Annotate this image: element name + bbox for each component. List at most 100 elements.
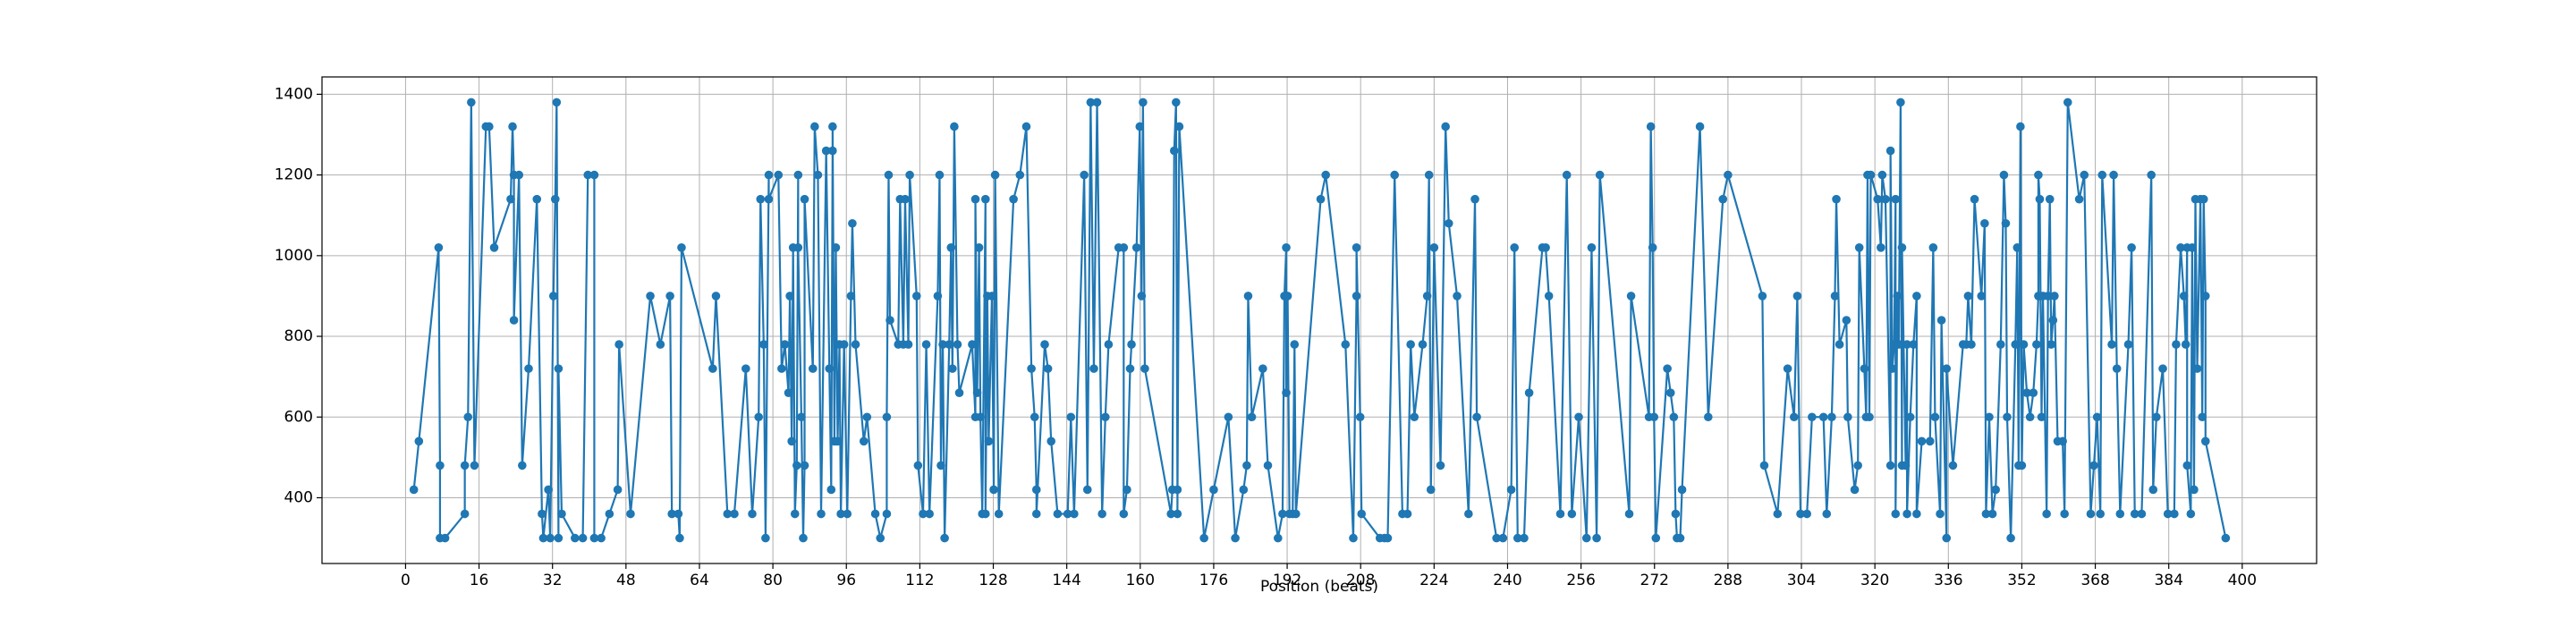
- data-point: [578, 533, 588, 543]
- data-point: [1718, 194, 1728, 204]
- data-point: [2221, 533, 2231, 543]
- data-point: [605, 509, 614, 519]
- data-point: [2012, 243, 2022, 252]
- data-point: [970, 194, 980, 204]
- data-point: [1199, 533, 1208, 543]
- data-point: [828, 146, 837, 156]
- data-point: [974, 243, 984, 252]
- data-point: [2192, 364, 2202, 373]
- data-point: [546, 533, 555, 543]
- data-point: [1853, 461, 1862, 470]
- data-point: [1282, 243, 1291, 252]
- data-point: [938, 340, 947, 349]
- data-point: [1283, 292, 1292, 301]
- data-point: [817, 509, 826, 519]
- data-point: [1850, 485, 1860, 495]
- x-tick-label: 336: [1934, 572, 1962, 589]
- data-point: [677, 243, 686, 252]
- data-point: [1896, 97, 1905, 107]
- data-point: [1418, 340, 1428, 349]
- data-point: [968, 340, 977, 349]
- data-point: [1877, 170, 1887, 180]
- data-point: [1429, 243, 1439, 252]
- data-point: [665, 292, 674, 301]
- data-point: [828, 122, 837, 131]
- data-point: [1436, 461, 1445, 470]
- data-point: [980, 509, 990, 519]
- data-point: [848, 218, 857, 228]
- data-point: [557, 509, 566, 519]
- data-point: [1231, 533, 1240, 543]
- data-point: [989, 485, 998, 495]
- data-point: [1104, 340, 1114, 349]
- data-point: [2022, 388, 2031, 397]
- data-point: [1263, 461, 1273, 470]
- data-point: [2050, 292, 2059, 301]
- y-tick-label: 800: [284, 327, 313, 345]
- data-point: [514, 170, 524, 180]
- data-point: [826, 485, 836, 495]
- y-tick-label: 1400: [275, 85, 313, 103]
- data-point: [1930, 412, 1940, 422]
- data-point: [831, 243, 841, 252]
- data-point: [1135, 122, 1145, 131]
- data-point: [1520, 533, 1529, 543]
- data-point: [2097, 170, 2107, 180]
- data-point: [810, 122, 819, 131]
- data-point: [2115, 509, 2125, 519]
- data-point: [1796, 509, 1805, 519]
- data-point: [1675, 533, 1685, 543]
- data-point: [882, 412, 892, 422]
- data-point: [2198, 412, 2207, 422]
- data-point: [825, 364, 835, 373]
- data-point: [919, 509, 928, 519]
- data-point: [1258, 364, 1267, 373]
- data-point: [950, 122, 959, 131]
- data-point: [1808, 412, 1817, 422]
- data-point: [1802, 509, 1811, 519]
- data-point: [711, 292, 721, 301]
- data-point: [1021, 122, 1031, 131]
- data-point: [833, 436, 843, 446]
- data-point: [1209, 485, 1218, 495]
- y-tick-label: 600: [284, 408, 313, 426]
- data-point: [538, 509, 547, 519]
- data-point: [1174, 122, 1184, 131]
- data-point: [808, 364, 818, 373]
- data-point: [1139, 97, 1148, 107]
- data-point: [980, 194, 990, 204]
- data-point: [1936, 509, 1945, 519]
- data-point: [1424, 170, 1434, 180]
- data-point: [589, 533, 599, 543]
- data-point: [1239, 485, 1249, 495]
- data-point: [1912, 292, 1921, 301]
- data-point: [1541, 243, 1550, 252]
- data-point: [554, 533, 564, 543]
- data-point: [675, 533, 684, 543]
- x-axis-label: Position (beats): [1260, 578, 1378, 596]
- data-point: [463, 412, 473, 422]
- data-point: [1902, 509, 1911, 519]
- data-point: [1843, 412, 1852, 422]
- data-point: [797, 412, 806, 422]
- data-point: [2176, 243, 2185, 252]
- data-point: [793, 243, 803, 252]
- x-tick-label: 112: [905, 572, 934, 589]
- data-point: [1046, 436, 1056, 446]
- data-point: [589, 170, 599, 180]
- data-point: [1524, 388, 1534, 397]
- data-point: [2179, 292, 2189, 301]
- data-point: [1562, 170, 1572, 180]
- data-point: [1097, 509, 1106, 519]
- data-point: [1080, 170, 1089, 180]
- data-point: [1031, 485, 1041, 495]
- data-point: [1854, 243, 1864, 252]
- data-point: [2092, 412, 2102, 422]
- data-point: [1426, 485, 1436, 495]
- data-point: [1865, 412, 1874, 422]
- x-tick-label: 320: [1860, 572, 1889, 589]
- data-point: [799, 533, 808, 543]
- data-point: [1341, 340, 1351, 349]
- x-tick-label: 0: [401, 572, 411, 589]
- data-point: [2074, 194, 2084, 204]
